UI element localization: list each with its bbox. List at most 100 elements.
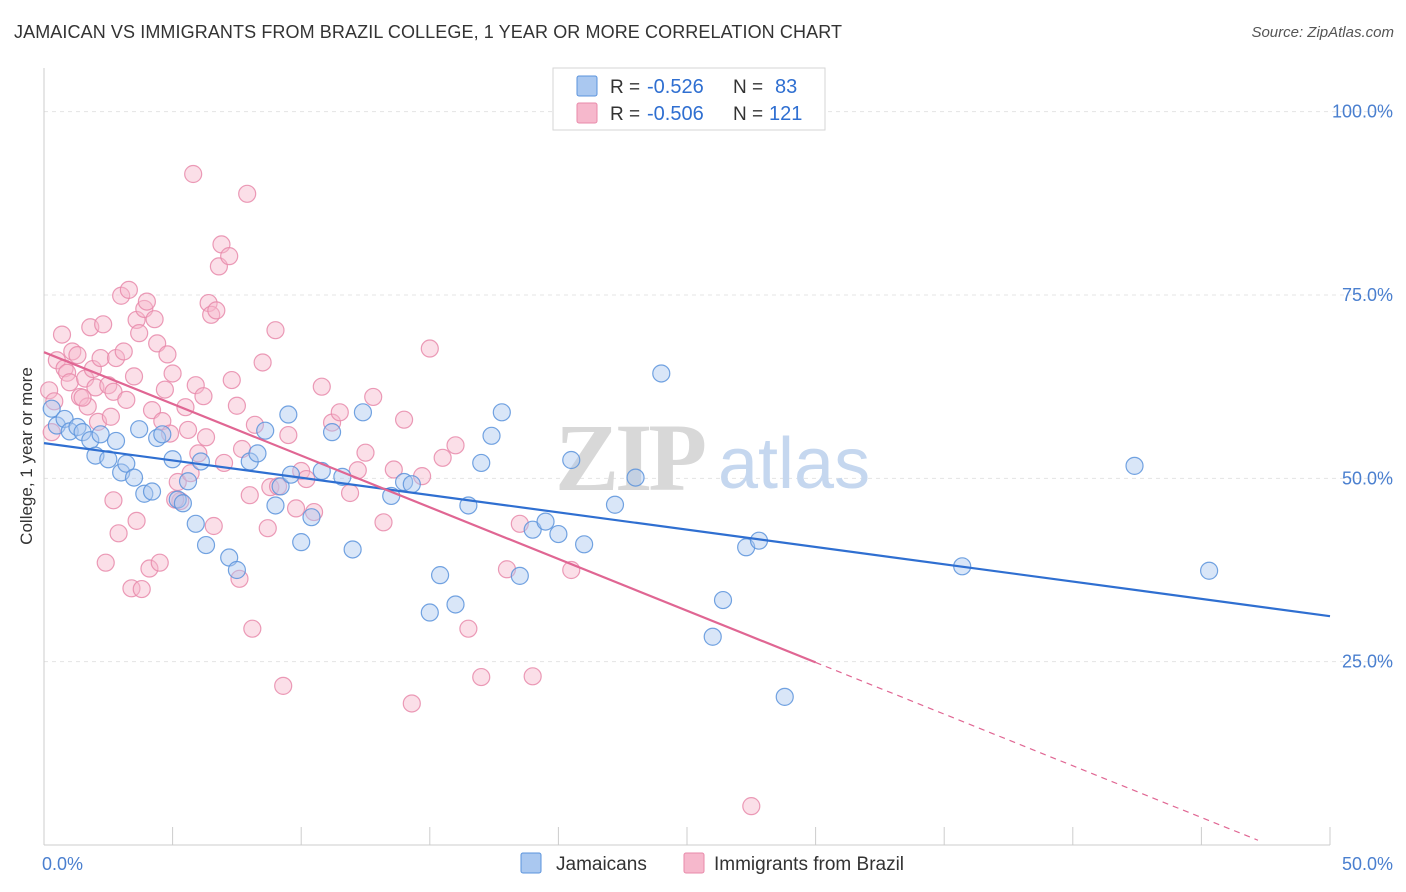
point-blue-30 [256, 421, 275, 440]
point-blue-52 [510, 566, 529, 585]
point-pink-37 [163, 364, 182, 383]
point-pink-79 [394, 410, 414, 429]
point-blue-33 [279, 405, 298, 424]
stats-n-value-jamaicans: 83 [775, 76, 797, 98]
point-pink-3 [52, 325, 72, 344]
point-pink-62 [261, 478, 280, 497]
point-pink-78 [384, 460, 403, 479]
point-blue-65 [775, 687, 794, 706]
point-blue-10 [106, 431, 126, 451]
legend: Jamaicans Immigrants from Brazil [520, 852, 904, 875]
point-pink-6 [60, 373, 79, 392]
point-blue-54 [536, 512, 555, 531]
watermark-atlas: atlas [718, 424, 870, 504]
point-pink-94 [140, 559, 159, 578]
point-blue-21 [173, 494, 192, 513]
trend-line-pink [43, 351, 817, 664]
point-pink-42 [184, 164, 203, 184]
point-blue-27 [227, 560, 246, 580]
y-tick-label-0: 25.0% [1342, 652, 1393, 672]
point-pink-72 [330, 403, 349, 422]
point-blue-68 [1200, 561, 1219, 580]
point-blue-38 [322, 423, 342, 442]
trend-line-dashed-pink [815, 661, 1259, 841]
point-pink-16 [91, 348, 110, 368]
stats-swatch-brazil [576, 102, 598, 124]
point-blue-39 [333, 467, 352, 486]
point-pink-11 [78, 397, 97, 416]
x-tick-label-0: 0.0% [42, 854, 83, 874]
point-pink-30 [137, 292, 156, 311]
point-blue-53 [523, 520, 542, 539]
point-pink-57 [238, 184, 257, 203]
legend-label-brazil: Immigrants from Brazil [714, 854, 904, 875]
point-blue-40 [343, 540, 362, 559]
point-pink-32 [145, 310, 164, 329]
stats-r-value-brazil: -0.506 [647, 103, 704, 125]
point-pink-85 [459, 619, 478, 638]
point-blue-44 [402, 475, 421, 494]
legend-label-jamaicans: Jamaicans [556, 854, 647, 875]
point-pink-65 [279, 425, 298, 445]
point-blue-22 [178, 472, 198, 491]
chart-source: Source: ZipAtlas.com [1251, 24, 1394, 41]
point-blue-14 [130, 420, 149, 439]
point-pink-54 [222, 370, 241, 390]
point-pink-106 [104, 491, 123, 510]
point-blue-32 [271, 477, 290, 496]
point-pink-95 [150, 553, 169, 572]
point-pink-47 [199, 293, 218, 313]
point-blue-51 [492, 403, 511, 422]
y-tick-label-2: 75.0% [1342, 285, 1393, 305]
point-blue-31 [266, 496, 285, 515]
legend-swatch-brazil [683, 852, 705, 874]
point-blue-18 [153, 425, 172, 444]
point-blue-55 [549, 524, 568, 544]
point-pink-93 [122, 579, 141, 598]
point-pink-28 [130, 324, 149, 343]
point-pink-69 [304, 502, 324, 522]
point-blue-62 [713, 590, 733, 610]
point-pink-71 [322, 413, 342, 432]
point-pink-1 [45, 392, 64, 411]
point-blue-57 [575, 535, 594, 554]
point-blue-67 [1125, 456, 1144, 475]
y-tick-label-3: 100.0% [1332, 102, 1393, 122]
point-pink-102 [132, 579, 151, 599]
point-pink-20 [104, 382, 123, 401]
point-pink-104 [73, 388, 92, 407]
point-pink-63 [266, 321, 285, 340]
axes [43, 68, 1331, 846]
point-blue-4 [68, 417, 87, 437]
trend-lines [43, 351, 1331, 841]
point-pink-64 [274, 676, 293, 695]
point-pink-58 [240, 486, 259, 505]
stats-r-label-brazil: R = [610, 104, 640, 125]
point-pink-80 [402, 694, 421, 713]
point-pink-97 [204, 516, 223, 536]
point-pink-75 [356, 443, 375, 462]
watermark: ZIP atlas [555, 404, 870, 511]
point-pink-83 [433, 448, 452, 467]
stats-n-value-brazil: 121 [769, 103, 802, 125]
point-blue-49 [472, 453, 491, 473]
point-pink-53 [220, 247, 239, 266]
point-blue-36 [302, 508, 321, 527]
point-pink-60 [253, 353, 272, 372]
point-pink-35 [158, 345, 177, 364]
point-blue-13 [124, 468, 144, 487]
point-pink-41 [178, 420, 198, 440]
legend-swatch-jamaicans [520, 852, 542, 874]
series-jamaicans-points [42, 364, 1219, 706]
point-pink-86 [472, 667, 491, 687]
point-pink-25 [119, 280, 138, 299]
point-blue-25 [196, 535, 216, 555]
point-pink-59 [245, 415, 265, 434]
point-pink-70 [312, 377, 331, 396]
point-blue-24 [191, 452, 210, 471]
point-pink-73 [340, 483, 360, 503]
point-blue-61 [703, 627, 722, 646]
trend-line-blue [43, 442, 1331, 618]
point-pink-92 [96, 553, 115, 572]
point-blue-59 [626, 468, 645, 487]
